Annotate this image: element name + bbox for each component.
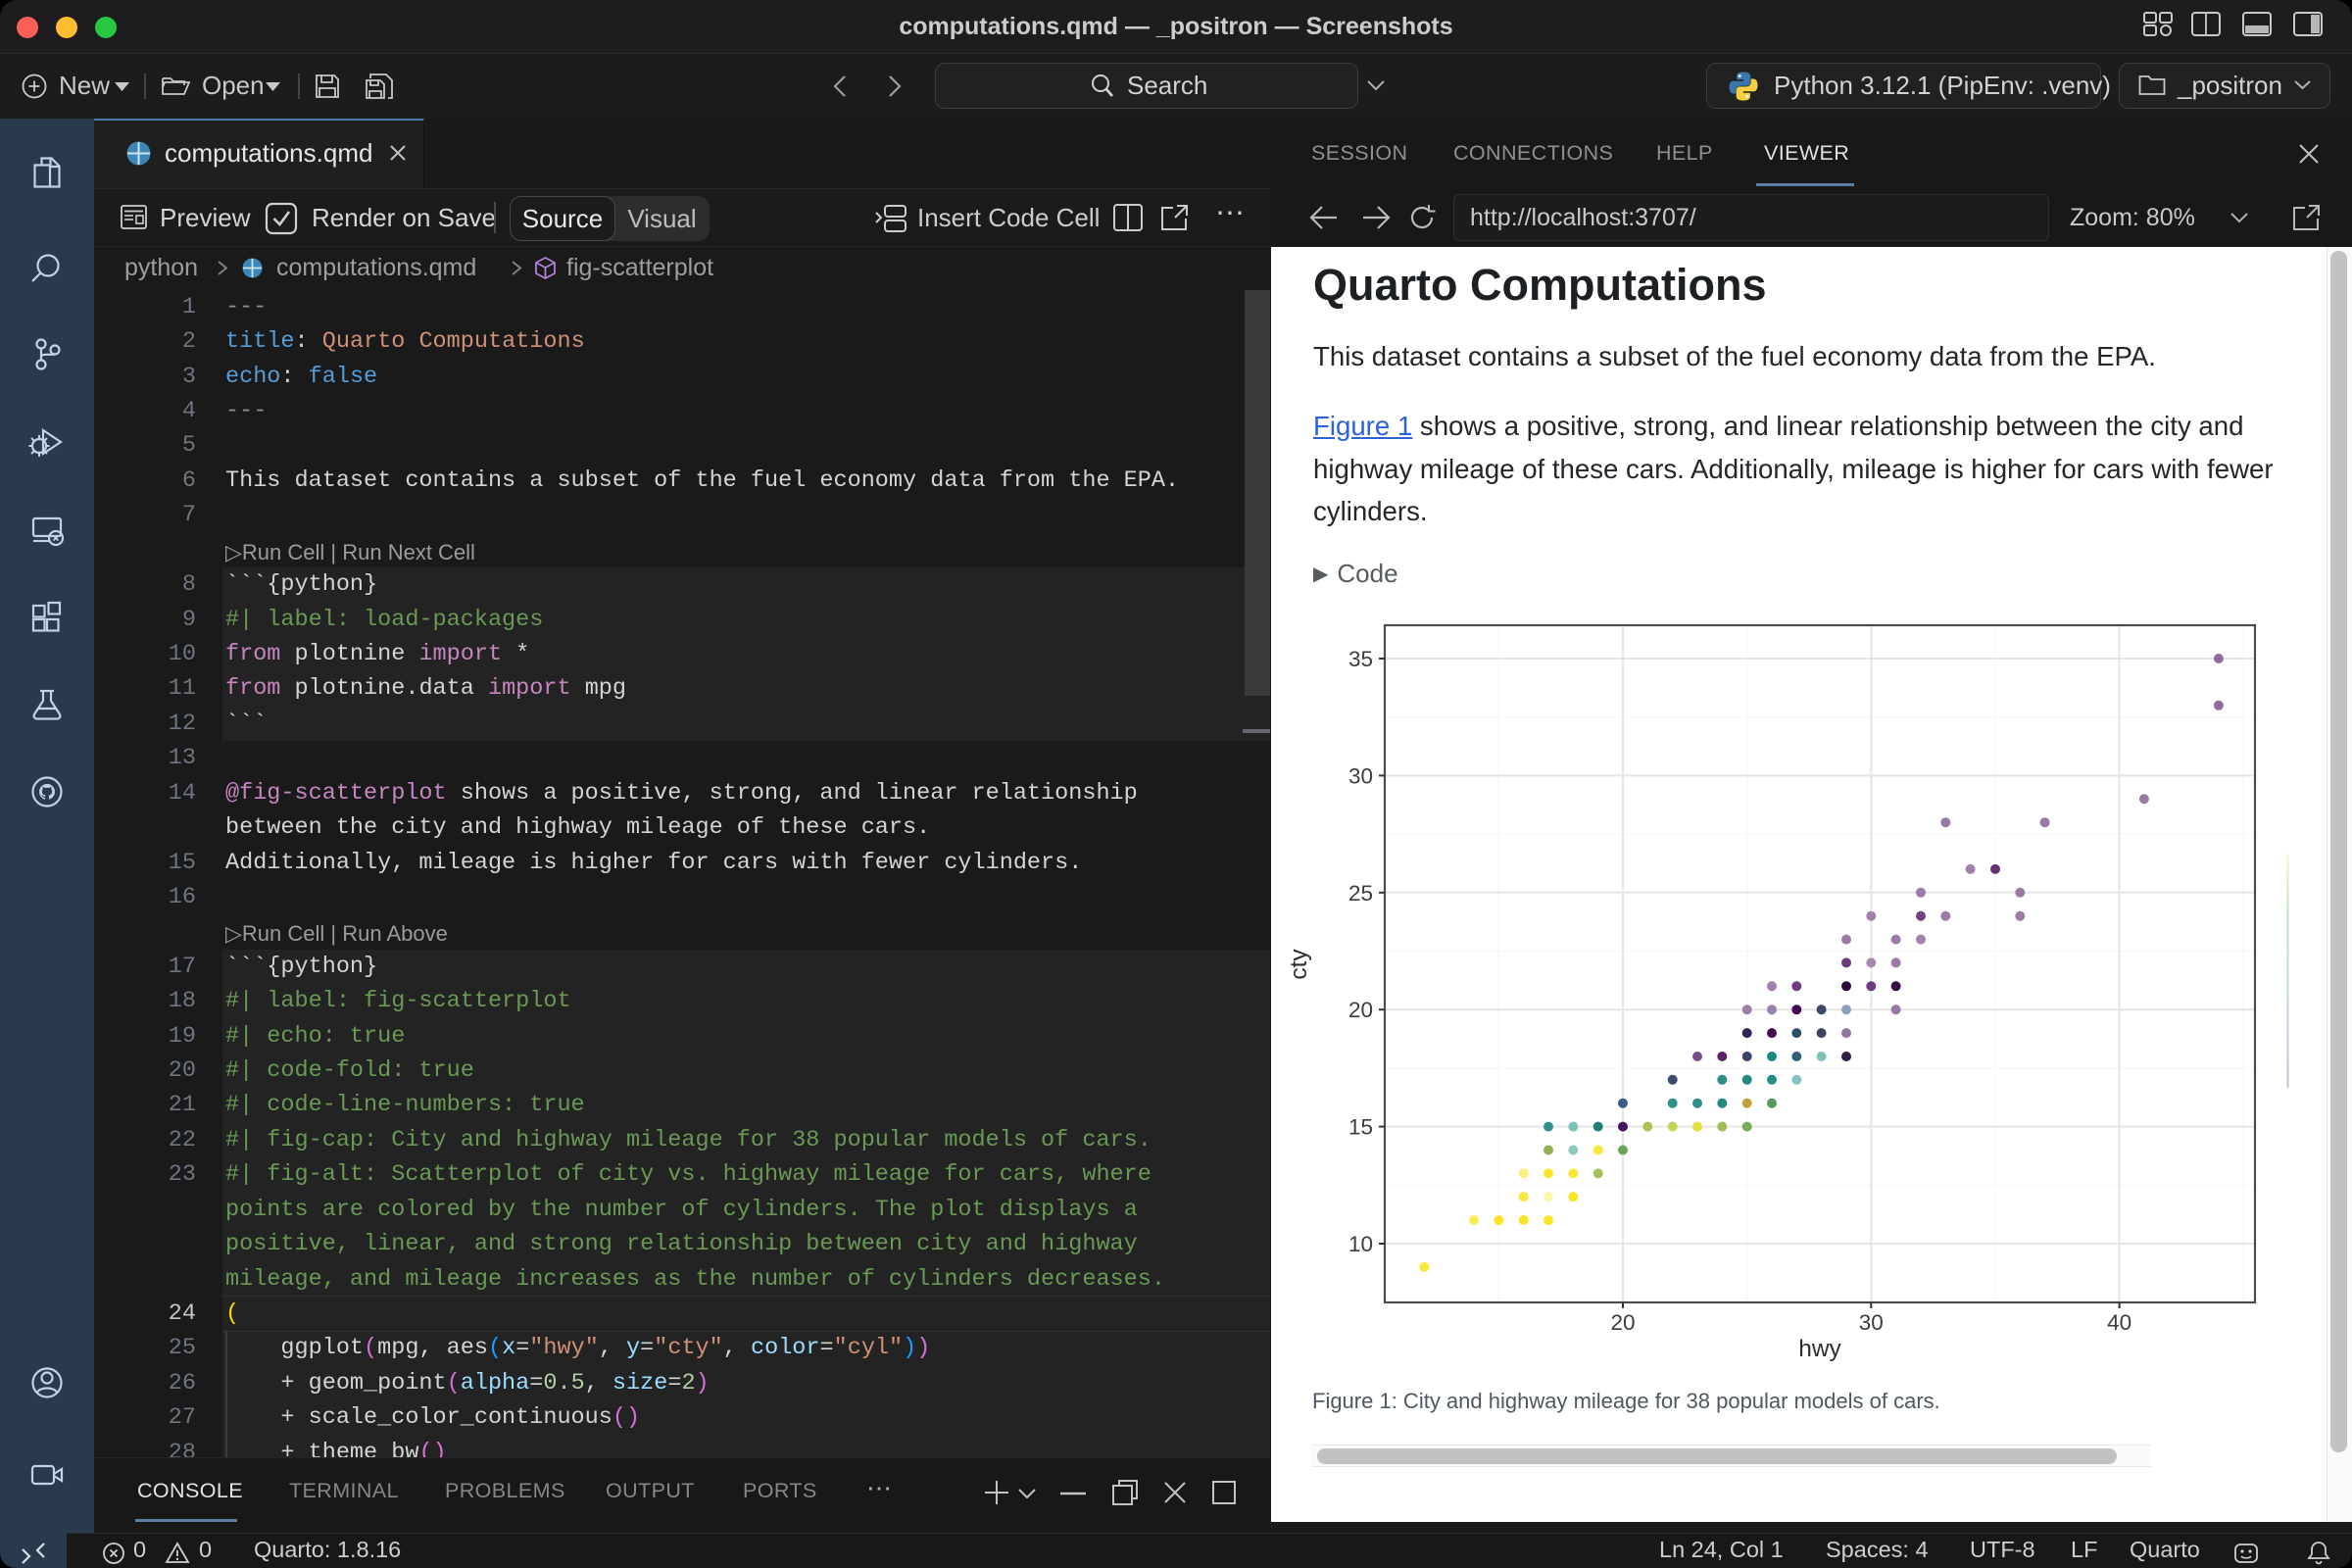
svg-text:30: 30 <box>1348 763 1373 788</box>
svg-text:25: 25 <box>1348 881 1373 906</box>
svg-text:40: 40 <box>2107 1310 2132 1335</box>
svg-text:20: 20 <box>1348 998 1373 1022</box>
svg-text:30: 30 <box>1859 1310 1884 1335</box>
svg-text:cty: cty <box>1286 949 1312 980</box>
svg-text:15: 15 <box>1348 1115 1373 1140</box>
svg-text:hwy: hwy <box>1798 1336 1841 1362</box>
svg-text:35: 35 <box>1348 647 1373 671</box>
svg-text:20: 20 <box>1610 1310 1635 1335</box>
svg-text:10: 10 <box>1348 1232 1373 1256</box>
